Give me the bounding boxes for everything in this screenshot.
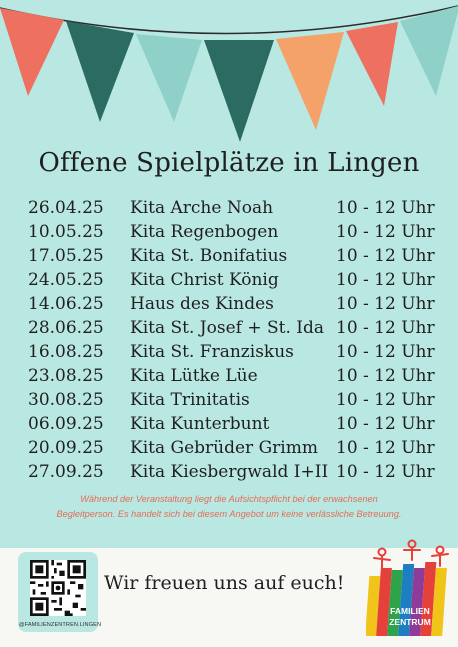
schedule-row: 27.09.25 Kita Kiesbergwald I+II 10 - 12 Uh…: [28, 460, 448, 484]
schedule-place: Kita Kiesbergwald I+II: [130, 462, 329, 482]
schedule-row: 14.06.25 Haus des Kindes 10 - 12 Uhr: [28, 292, 448, 316]
qr-code-icon[interactable]: [30, 560, 86, 616]
schedule-time: 10 - 12 Uhr: [336, 438, 435, 458]
logo-text-line-1: FAMILIEN: [390, 606, 430, 616]
schedule-place: Kita Trinitatis: [130, 390, 250, 410]
disclaimer-line-1: Während der Veranstaltung liegt die Aufs…: [80, 494, 378, 504]
flag-4: [204, 40, 274, 142]
schedule-table: 26.04.25 Kita Arche Noah 10 - 12 Uhr 10.05.…: [28, 196, 448, 484]
flag-5: [276, 32, 344, 130]
flag-1: [0, 8, 64, 96]
schedule-row: 06.09.25 Kita Kunterbunt 10 - 12 Uhr: [28, 412, 448, 436]
schedule-row: 26.04.25 Kita Arche Noah 10 - 12 Uhr: [28, 196, 448, 220]
disclaimer-line-2: Begleitperson. Es handelt sich bei diese…: [56, 509, 402, 519]
page-title: Offene Spielplätze in Lingen: [38, 148, 420, 178]
schedule-date: 17.05.25: [28, 246, 104, 266]
schedule-date: 26.04.25: [28, 198, 104, 218]
logo-figures: [373, 539, 449, 569]
schedule-row: 24.05.25 Kita Christ König 10 - 12 Uhr: [28, 268, 448, 292]
schedule-time: 10 - 12 Uhr: [336, 342, 435, 362]
schedule-time: 10 - 12 Uhr: [336, 198, 435, 218]
schedule-row: 23.08.25 Kita Lütke Lüe 10 - 12 Uhr: [28, 364, 448, 388]
familienzentrum-logo: FAMILIEN ZENTRUM: [366, 539, 449, 636]
disclaimer-note: Während der Veranstaltung liegt die Aufs…: [20, 492, 438, 522]
schedule-time: 10 - 12 Uhr: [336, 270, 435, 290]
schedule-date: 30.08.25: [28, 390, 104, 410]
schedule-date: 16.08.25: [28, 342, 104, 362]
schedule-date: 10.05.25: [28, 222, 104, 242]
schedule-place: Kita Kunterbunt: [130, 414, 270, 434]
schedule-row: 28.06.25 Kita St. Josef + St. Ida 10 - 12 …: [28, 316, 448, 340]
schedule-time: 10 - 12 Uhr: [336, 462, 435, 482]
schedule-time: 10 - 12 Uhr: [336, 222, 435, 242]
schedule-row: 10.05.25 Kita Regenbogen 10 - 12 Uhr: [28, 220, 448, 244]
schedule-time: 10 - 12 Uhr: [336, 294, 435, 314]
schedule-date: 20.09.25: [28, 438, 104, 458]
schedule-place: Kita St. Bonifatius: [130, 246, 288, 266]
schedule-date: 27.09.25: [28, 462, 104, 482]
schedule-time: 10 - 12 Uhr: [336, 390, 435, 410]
logo-stripes: [366, 562, 447, 636]
schedule-place: Kita St. Josef + St. Ida: [130, 318, 324, 338]
schedule-time: 10 - 12 Uhr: [336, 414, 435, 434]
schedule-row: 16.08.25 Kita St. Franziskus 10 - 12 Uhr: [28, 340, 448, 364]
qr-caption: @FAMILIENZENTREN.LINGEN: [18, 622, 102, 628]
flag-6: [346, 22, 398, 106]
flag-3: [136, 34, 202, 122]
schedule-row: 30.08.25 Kita Trinitatis 10 - 12 Uhr: [28, 388, 448, 412]
schedule-date: 06.09.25: [28, 414, 104, 434]
schedule-place: Kita Arche Noah: [130, 198, 274, 218]
schedule-date: 24.05.25: [28, 270, 104, 290]
schedule-date: 28.06.25: [28, 318, 104, 338]
schedule-time: 10 - 12 Uhr: [336, 246, 435, 266]
welcome-message: Wir freuen uns auf euch!: [104, 572, 345, 594]
schedule-time: 10 - 12 Uhr: [336, 318, 435, 338]
schedule-date: 23.08.25: [28, 366, 104, 386]
schedule-place: Kita St. Franziskus: [130, 342, 294, 362]
schedule-place: Kita Gebrüder Grimm: [130, 438, 318, 458]
flag-2: [66, 21, 134, 122]
flag-7: [400, 6, 458, 96]
schedule-time: 10 - 12 Uhr: [336, 366, 435, 386]
schedule-row: 20.09.25 Kita Gebrüder Grimm 10 - 12 Uhr: [28, 436, 448, 460]
schedule-row: 17.05.25 Kita St. Bonifatius 10 - 12 Uhr: [28, 244, 448, 268]
schedule-place: Kita Regenbogen: [130, 222, 279, 242]
schedule-date: 14.06.25: [28, 294, 104, 314]
schedule-place: Haus des Kindes: [130, 294, 274, 314]
schedule-place: Kita Lütke Lüe: [130, 366, 258, 386]
bunting-garland: [0, 5, 458, 142]
logo-text-line-2: ZENTRUM: [389, 617, 431, 627]
schedule-place: Kita Christ König: [130, 270, 279, 290]
